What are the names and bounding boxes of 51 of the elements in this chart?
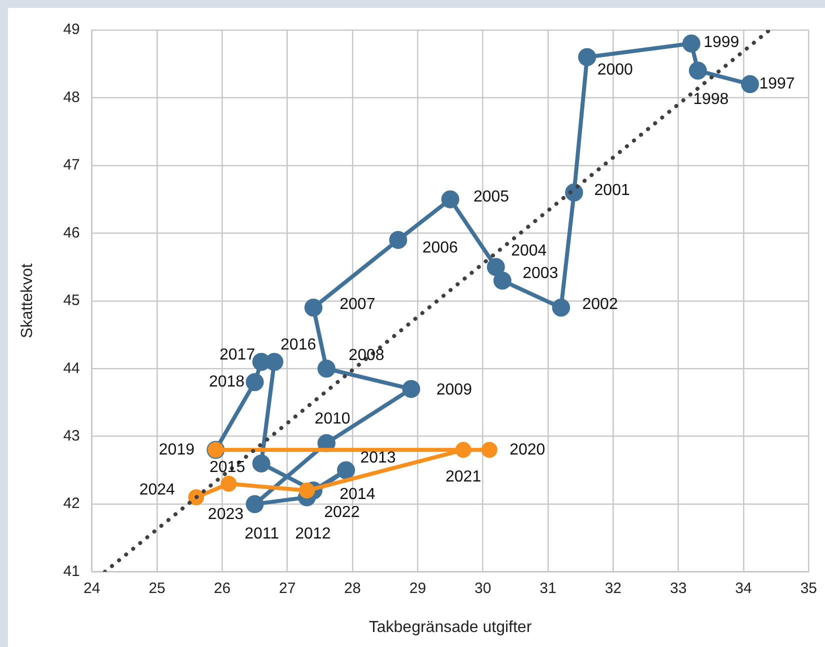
- y-tick-label: 47: [63, 156, 80, 174]
- y-tick-label: 44: [63, 360, 80, 377]
- annotation: 2000: [597, 61, 634, 78]
- annotation: 2012: [295, 526, 331, 543]
- x-tick-label: 32: [604, 580, 622, 597]
- annotation: 2024: [139, 482, 176, 499]
- y-tick-label: 42: [63, 495, 80, 512]
- x-tick-label: 30: [474, 580, 492, 597]
- annotation: 2014: [340, 486, 376, 503]
- annotation: 2022: [324, 504, 360, 521]
- annotation: 2001: [594, 182, 630, 199]
- annotation: 2018: [208, 374, 245, 391]
- y-axis-title: Skattekvot: [19, 262, 36, 338]
- annotation: 2002: [582, 296, 618, 314]
- y-tick-label: 48: [63, 88, 80, 106]
- y-tick-label: 45: [63, 292, 80, 310]
- annotation: 2011: [244, 525, 280, 542]
- x-axis-title: Takbegränsade utgifter: [368, 618, 532, 636]
- annotation: 2017: [220, 346, 256, 364]
- annotation: 2003: [522, 264, 558, 282]
- annotation: 2019: [158, 441, 195, 458]
- x-tick-label: 35: [800, 580, 817, 597]
- x-tick-label: 31: [540, 580, 556, 597]
- y-tick-label: 43: [63, 427, 80, 444]
- annotation: 2015: [210, 458, 246, 476]
- x-tick-label: 33: [670, 580, 687, 597]
- x-tick-label: 26: [214, 580, 231, 597]
- annotation: 1997: [759, 76, 795, 93]
- annotation: 2016: [280, 336, 316, 354]
- annotation: 2008: [348, 347, 384, 364]
- annotation: 2021: [446, 468, 482, 486]
- annotation: 2005: [473, 188, 510, 206]
- y-tick-label: 41: [63, 562, 80, 580]
- annotation: 2006: [422, 239, 458, 256]
- x-tick-label: 28: [344, 580, 361, 597]
- x-tick-label: 29: [409, 580, 426, 597]
- x-tick-label: 27: [279, 580, 296, 597]
- annotation: 2007: [340, 296, 376, 314]
- y-tick-label: 46: [63, 224, 80, 242]
- annotation: 1999: [704, 34, 740, 51]
- x-tick-label: 34: [735, 580, 752, 597]
- y-tick-label: 49: [63, 21, 80, 38]
- annotation: 2010: [314, 410, 350, 428]
- annotation: 2020: [510, 441, 546, 458]
- annotation: 2023: [208, 506, 244, 524]
- annotation: 2009: [436, 381, 472, 398]
- annotation: 2013: [360, 450, 396, 467]
- annotation: 1998: [693, 91, 729, 108]
- x-tick-label: 25: [148, 580, 166, 597]
- x-tick-label: 24: [84, 580, 100, 597]
- annotation: 2004: [511, 242, 547, 260]
